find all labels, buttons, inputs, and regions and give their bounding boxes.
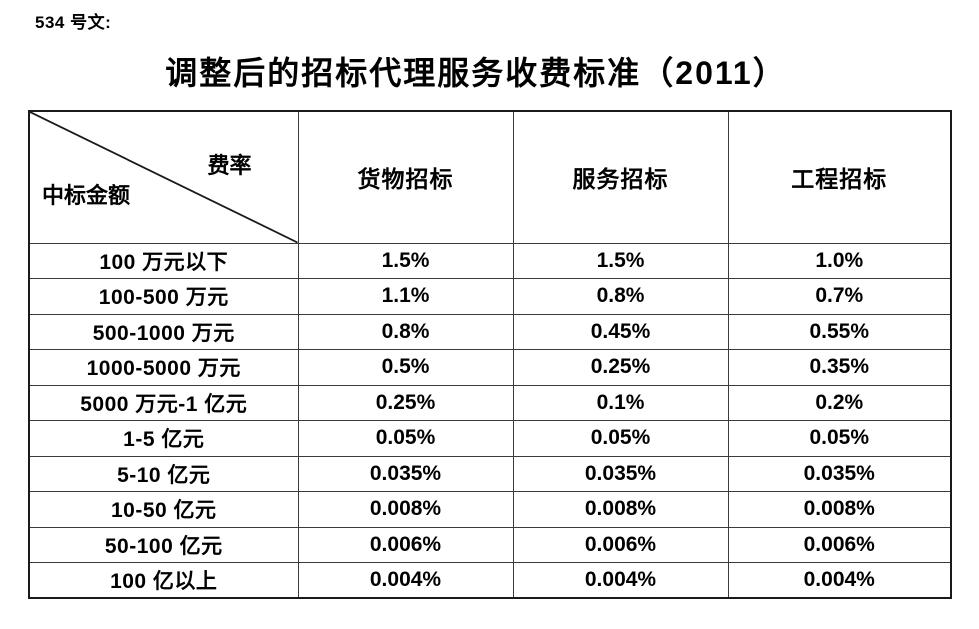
table-row: 500-1000 万元 0.8% 0.45% 0.55% <box>28 313 952 350</box>
table-row: 1000-5000 万元 0.5% 0.25% 0.35% <box>28 349 952 386</box>
table-row: 10-50 亿元 0.008% 0.008% 0.008% <box>28 491 952 528</box>
amount-range-label: 100-500 万元 <box>28 278 299 315</box>
fee-cell: 0.5% <box>297 349 514 386</box>
fee-cell: 0.008% <box>512 491 729 528</box>
column-header-goods: 货物招标 <box>297 110 514 244</box>
amount-range-label: 10-50 亿元 <box>28 491 299 528</box>
column-header-services: 服务招标 <box>512 110 729 244</box>
amount-range-label: 1-5 亿元 <box>28 420 299 457</box>
corner-rate-label: 费率 <box>207 153 252 178</box>
amount-range-label: 100 万元以下 <box>28 242 299 279</box>
fee-cell: 1.0% <box>727 242 952 279</box>
fee-cell: 1.5% <box>512 242 729 279</box>
column-header-engineering: 工程招标 <box>727 110 952 244</box>
fee-cell: 0.2% <box>727 384 952 421</box>
diagonal-corner-cell: 费率 中标金额 <box>28 110 299 244</box>
table-row: 50-100 亿元 0.006% 0.006% 0.006% <box>28 526 952 563</box>
fee-cell: 0.035% <box>297 455 514 492</box>
amount-range-label: 1000-5000 万元 <box>28 349 299 386</box>
fee-cell: 0.05% <box>512 420 729 457</box>
table-row: 5000 万元-1 亿元 0.25% 0.1% 0.2% <box>28 384 952 421</box>
diagonal-divider-line <box>30 112 298 243</box>
fee-cell: 0.7% <box>727 278 952 315</box>
fee-cell: 0.55% <box>727 313 952 350</box>
fee-cell: 0.004% <box>727 562 952 599</box>
fee-cell: 0.006% <box>512 526 729 563</box>
amount-range-label: 100 亿以上 <box>28 562 299 599</box>
fee-cell: 0.006% <box>727 526 952 563</box>
fee-cell: 0.05% <box>297 420 514 457</box>
fee-cell: 1.5% <box>297 242 514 279</box>
amount-range-label: 50-100 亿元 <box>28 526 299 563</box>
table-row: 100 万元以下 1.5% 1.5% 1.0% <box>28 242 952 279</box>
fee-cell: 0.008% <box>727 491 952 528</box>
amount-range-label: 5-10 亿元 <box>28 455 299 492</box>
fee-cell: 0.1% <box>512 384 729 421</box>
fee-table-container: 费率 中标金额 货物招标 服务招标 工程招标 100 万元以下 1.5% 1.5… <box>28 110 952 599</box>
amount-range-label: 5000 万元-1 亿元 <box>28 384 299 421</box>
fee-cell: 0.8% <box>512 278 729 315</box>
fee-cell: 0.004% <box>297 562 514 599</box>
fee-cell: 0.004% <box>512 562 729 599</box>
fee-cell: 0.05% <box>727 420 952 457</box>
table-header-row: 费率 中标金额 货物招标 服务招标 工程招标 <box>28 110 952 244</box>
table-row: 5-10 亿元 0.035% 0.035% 0.035% <box>28 455 952 492</box>
amount-range-label: 500-1000 万元 <box>28 313 299 350</box>
fee-cell: 0.035% <box>727 455 952 492</box>
fee-cell: 1.1% <box>297 278 514 315</box>
fee-cell: 0.006% <box>297 526 514 563</box>
fee-cell: 0.45% <box>512 313 729 350</box>
fee-cell: 0.035% <box>512 455 729 492</box>
corner-amount-label: 中标金额 <box>42 182 131 208</box>
fee-rate-table: 费率 中标金额 货物招标 服务招标 工程招标 100 万元以下 1.5% 1.5… <box>28 110 952 599</box>
fee-cell: 0.25% <box>297 384 514 421</box>
fee-cell: 0.25% <box>512 349 729 386</box>
page-title: 调整后的招标代理服务收费标准（2011） <box>165 55 787 91</box>
fee-cell: 0.008% <box>297 491 514 528</box>
doc-number-label: 534 号文: <box>35 13 112 32</box>
table-row: 1-5 亿元 0.05% 0.05% 0.05% <box>28 420 952 457</box>
table-row: 100-500 万元 1.1% 0.8% 0.7% <box>28 278 952 315</box>
table-row: 100 亿以上 0.004% 0.004% 0.004% <box>28 562 952 599</box>
fee-cell: 0.35% <box>727 349 952 386</box>
fee-cell: 0.8% <box>297 313 514 350</box>
